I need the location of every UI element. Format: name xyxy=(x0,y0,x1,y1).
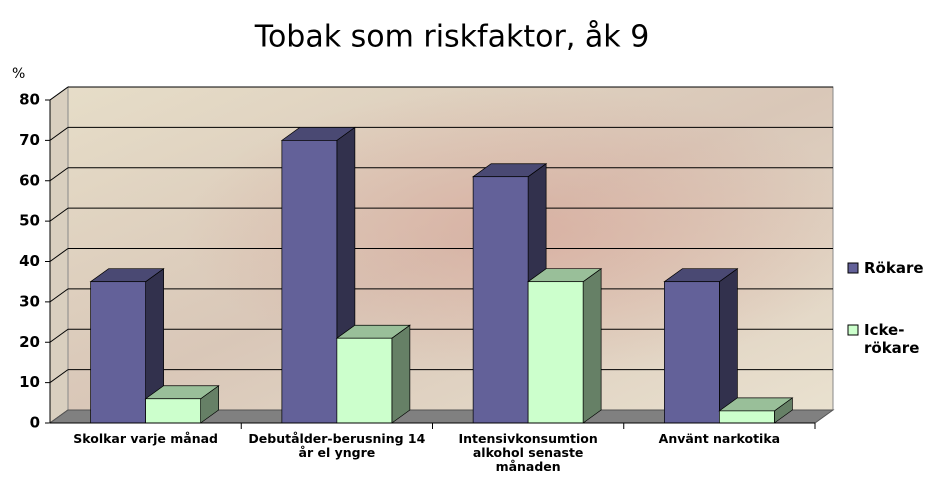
grid-line-side xyxy=(49,167,69,182)
legend-swatch xyxy=(847,262,859,274)
bar xyxy=(527,268,603,424)
y-tick-label: 80 xyxy=(19,91,40,109)
y-tick-label: 0 xyxy=(30,414,40,432)
y-tick-label: 10 xyxy=(19,373,40,391)
y-tick-label: 40 xyxy=(19,252,40,270)
grid-line-side xyxy=(49,207,69,222)
legend-label: Rökare xyxy=(864,259,924,277)
grid-line-side xyxy=(49,126,69,141)
y-tick-label: 50 xyxy=(19,212,40,230)
bar-front xyxy=(281,140,338,424)
grid-line-side xyxy=(49,369,69,384)
bar xyxy=(663,268,739,424)
bar-front xyxy=(719,410,775,424)
bar-front xyxy=(472,176,529,424)
bar xyxy=(335,324,411,424)
bar-side xyxy=(391,324,411,424)
legend-swatch xyxy=(847,324,859,336)
grid-line-side xyxy=(49,288,69,303)
bar-front xyxy=(145,398,201,424)
bar xyxy=(144,385,220,424)
legend-label: Icke-rökare xyxy=(864,321,920,357)
grid-line-side xyxy=(49,86,69,101)
chart-title: Tobak som riskfaktor, åk 9 xyxy=(254,20,650,55)
bar-front xyxy=(664,281,720,424)
x-tick-label: Intensivkonsumtion alkohol senaste månad… xyxy=(458,431,598,474)
bar-front xyxy=(90,281,146,424)
bar-front xyxy=(527,281,584,424)
bar-front xyxy=(336,337,393,424)
y-axis-label: % xyxy=(12,66,25,82)
bar xyxy=(89,268,165,424)
x-tick-label: Skolkar varje månad xyxy=(73,431,218,446)
y-tick-label: 20 xyxy=(19,333,40,351)
x-tick-label: Använt narkotika xyxy=(658,431,781,446)
x-tick-label: Debutålder-berusning 14 år el yngre xyxy=(248,431,426,460)
y-tick-label: 60 xyxy=(19,171,40,189)
y-tick-label: 70 xyxy=(19,131,40,149)
y-tick-label: 30 xyxy=(19,292,40,310)
grid-line-side xyxy=(49,328,69,343)
grid-line-side xyxy=(49,248,69,262)
bar-side xyxy=(582,268,602,424)
